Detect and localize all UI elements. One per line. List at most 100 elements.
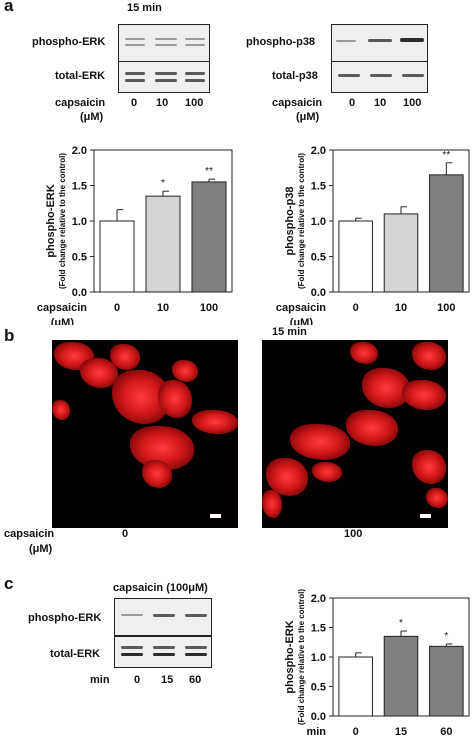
- scale-bar: [210, 514, 221, 518]
- x-tick-label: 100: [200, 302, 218, 314]
- cell: [110, 344, 140, 370]
- y-tick-label: 1.0: [72, 216, 87, 228]
- blot-band: [125, 38, 145, 40]
- y-tick-label: 0.0: [311, 287, 326, 299]
- bar: [191, 181, 227, 293]
- blot-phospho-p38-label: phospho-p38: [246, 36, 316, 48]
- y-axis-subtitle: (Fold change relative to the control): [297, 589, 306, 725]
- chart-c-erk: 0.0 0.5 1.0 1.5 2.0 phospho-ERK (Fold change r…: [284, 589, 470, 738]
- bar: [383, 213, 419, 293]
- cell: [266, 458, 308, 496]
- blot-c-phospho-erk-image: [114, 598, 212, 636]
- blot-band: [155, 79, 177, 82]
- blot-band: [185, 38, 205, 40]
- blot-phospho-erk-image: [118, 24, 210, 62]
- bar: [338, 220, 373, 293]
- chart-a-erk: 0.0 0.5 1.0 1.5 2.0 phospho-ERK (Fold change r…: [37, 145, 233, 325]
- x-tick-label: 0: [114, 302, 120, 314]
- blot-band: [153, 653, 175, 656]
- panel-a-letter: a: [4, 0, 14, 15]
- blot-band: [121, 653, 143, 656]
- blot-band: [368, 39, 392, 42]
- significance-label: *: [161, 178, 165, 189]
- x-tick-label: 0: [353, 726, 359, 738]
- cell: [412, 450, 446, 484]
- y-tick-label: 1.5: [72, 181, 87, 193]
- blot-band: [402, 74, 424, 77]
- blot-a-right-dose-label: capsaicin: [272, 97, 323, 109]
- y-tick-label: 0.5: [311, 682, 326, 694]
- y-tick-label: 1.0: [311, 652, 326, 664]
- blot-band: [125, 44, 145, 46]
- y-axis-subtitle: (Fold change relative to the control): [58, 153, 67, 289]
- bar: [429, 174, 464, 293]
- x-axis-title: min: [306, 726, 326, 738]
- blot-band: [125, 72, 145, 75]
- blot-total-erk-label: total-ERK: [55, 70, 106, 82]
- panel-c-treatment-label: capsaicin (100μM): [113, 582, 208, 594]
- blot-a-right-dose-100: 100: [403, 97, 422, 109]
- x-tick-label: 60: [440, 726, 452, 738]
- blot-a-left-dose-label: capsaicin: [55, 97, 106, 109]
- bar: [383, 635, 419, 717]
- blot-band: [185, 653, 207, 656]
- y-tick-label: 0.0: [72, 287, 87, 299]
- cell: [412, 342, 446, 370]
- blot-band: [153, 646, 175, 649]
- x-axis-title: capsaicin: [37, 302, 87, 314]
- bar: [99, 220, 135, 293]
- y-tick-label: 2.0: [311, 593, 326, 605]
- blot-total-p38-label: total-p38: [272, 70, 318, 82]
- y-tick-label: 1.5: [311, 181, 326, 193]
- cell: [312, 462, 342, 482]
- bar: [338, 656, 373, 717]
- blot-band: [185, 614, 207, 617]
- blot-c-time-15: 15: [161, 674, 174, 686]
- cell: [142, 460, 172, 488]
- panel-b-dose-100: 100: [344, 528, 363, 540]
- panel-c-letter: c: [4, 574, 14, 593]
- panel-b-letter: b: [4, 326, 15, 345]
- scale-bar: [420, 514, 431, 518]
- y-tick-label: 0.5: [72, 252, 87, 264]
- blot-a-right-dose-0: 0: [349, 97, 356, 109]
- cell: [52, 400, 70, 420]
- x-axis-unit: (μM): [51, 317, 75, 325]
- panel-b-dose-label: capsaicin: [4, 528, 55, 540]
- blot-a-right-dose-unit: (μM): [296, 111, 320, 123]
- blot-band: [153, 614, 175, 617]
- blot-c-time-0: 0: [134, 674, 141, 686]
- blot-total-erk-image: [118, 61, 210, 93]
- significance-label: *: [399, 618, 403, 629]
- blot-band: [185, 79, 205, 82]
- x-tick-label: 0: [353, 302, 359, 314]
- cell: [402, 380, 446, 410]
- blot-a-left-dose-0: 0: [131, 97, 138, 109]
- x-axis-title: capsaicin: [276, 302, 326, 314]
- blot-band: [155, 38, 177, 40]
- micrograph-control: [52, 340, 238, 528]
- blot-c-time-60: 60: [189, 674, 202, 686]
- blot-band: [400, 38, 424, 42]
- bar: [145, 195, 181, 293]
- blot-phospho-erk-label: phospho-ERK: [32, 36, 106, 48]
- blot-a-left-dose-100: 100: [185, 97, 204, 109]
- cell: [158, 380, 192, 418]
- blot-c-time-row-label: min: [90, 674, 110, 686]
- blot-band: [185, 44, 205, 46]
- blot-c-total-erk-image: [114, 636, 212, 668]
- blot-phospho-p38-image: [331, 24, 428, 62]
- y-axis-title: phospho-ERK: [284, 620, 296, 693]
- cell: [192, 410, 238, 434]
- micrograph-capsaicin-100: [262, 340, 448, 528]
- blot-total-p38-image: [331, 61, 428, 93]
- chart-a-p38: 0.0 0.5 1.0 1.5 2.0 phospho-p38 (Fold change r…: [276, 145, 470, 325]
- panel-b-dose-0: 0: [122, 528, 129, 540]
- blot-c-phospho-erk-label: phospho-ERK: [28, 612, 102, 624]
- significance-label: *: [444, 631, 448, 642]
- y-axis-title: phospho-p38: [284, 186, 296, 255]
- y-tick-label: 0.5: [311, 252, 326, 264]
- x-tick-label: 15: [395, 726, 407, 738]
- blot-band: [338, 74, 360, 77]
- significance-label: **: [205, 166, 213, 177]
